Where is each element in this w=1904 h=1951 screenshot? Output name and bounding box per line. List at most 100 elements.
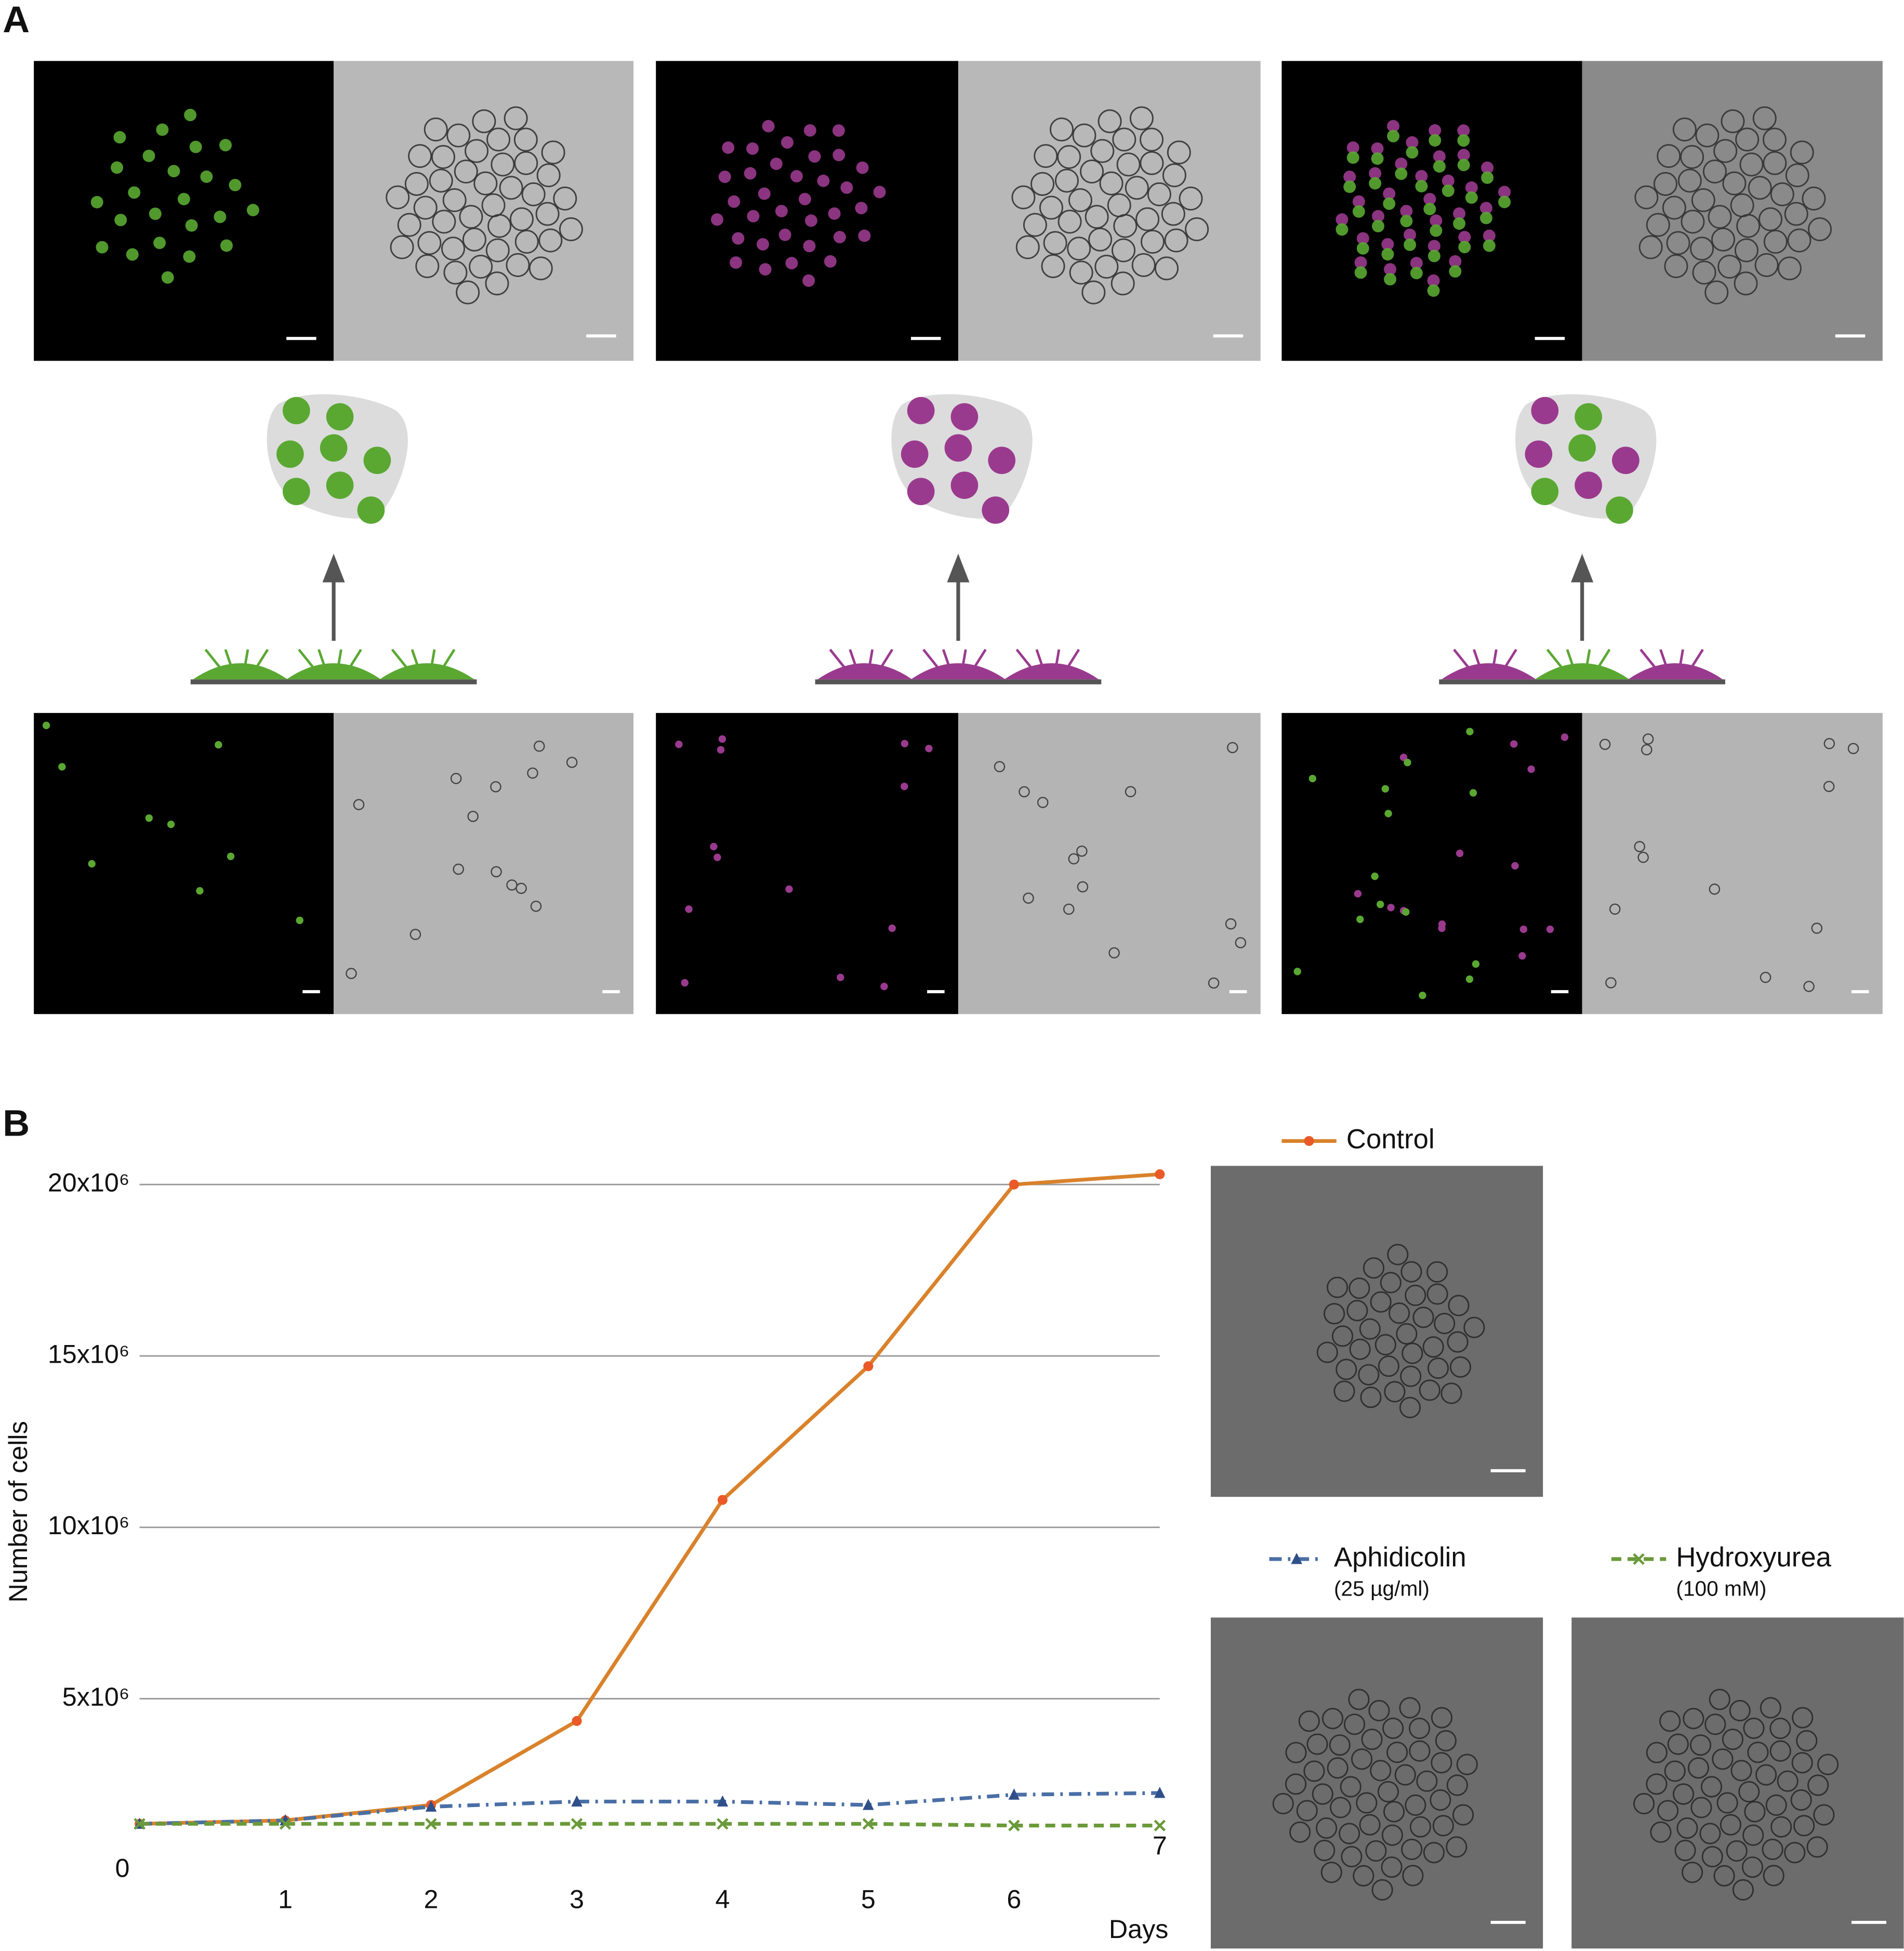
cell [1298,1710,1320,1732]
cell [183,250,196,263]
cell [485,238,510,262]
cell [1465,975,1474,983]
cell [1077,881,1089,893]
cell [1736,214,1761,238]
cell [1465,181,1478,194]
cell [711,213,723,226]
cell [1426,1283,1448,1305]
diagram-cell [1575,471,1602,499]
cell [1430,224,1443,237]
cell [1386,1742,1408,1763]
adherent-cell [1004,663,1099,680]
cell [1755,1764,1777,1786]
cell [1431,1707,1453,1729]
cell [442,188,467,213]
cell [1324,1303,1345,1325]
cell [1155,256,1179,281]
cell [1519,925,1528,933]
cell [1068,853,1080,865]
cell [1346,1300,1368,1322]
cell [528,256,553,281]
cell [1709,1689,1730,1710]
cell [1793,1815,1815,1837]
diagram-cell [357,496,385,524]
cell [1518,952,1526,960]
cell [1416,1770,1438,1792]
cell [456,280,480,305]
cell [1410,267,1423,280]
cell [808,150,821,163]
cell [1030,172,1055,196]
cell [1711,227,1735,252]
cell [184,109,197,122]
cell [114,214,127,227]
filopodium [1015,649,1032,668]
cell [1481,171,1494,184]
x-tick-label: 7 [1153,1831,1167,1861]
cell [424,117,448,142]
cell [42,721,50,729]
cell [1348,1277,1370,1299]
cell [541,140,565,165]
cell [1063,903,1075,915]
cell [1680,145,1704,169]
data-point [134,1818,146,1830]
cell [1752,106,1777,130]
cell [798,193,811,206]
data-point [571,1818,583,1830]
filopodium [1453,649,1469,668]
cell [1700,1776,1723,1798]
cell [1358,1364,1380,1386]
diagram-cell [907,397,935,425]
cell [1401,1838,1423,1861]
cell [443,260,468,285]
filopodium [224,649,233,668]
cell [1162,163,1186,188]
filopodium [1659,649,1668,668]
cell [1349,1338,1371,1360]
cell [1498,195,1511,208]
cell [1472,960,1480,968]
cell [1429,124,1442,137]
cell [1481,161,1494,174]
filopodium [829,649,845,668]
cell [1384,273,1397,286]
cell [1034,144,1058,168]
cell [1447,1331,1469,1353]
cell [566,757,578,768]
cell [803,124,816,137]
cell [1792,1707,1814,1729]
cell [1442,184,1455,197]
filopodium [391,649,407,668]
cell [675,741,683,748]
cell [1419,1379,1440,1401]
cell [1023,213,1047,237]
diagram-cell [982,496,1010,524]
cell [1369,177,1382,190]
cell [1847,743,1859,755]
cell [1667,1733,1689,1755]
fluorescence-image [656,61,958,361]
cell [1691,188,1715,213]
cell [1430,1789,1451,1811]
cell [1356,915,1364,924]
cell [408,144,432,168]
cell [1646,1742,1668,1763]
cell [925,745,933,753]
cell [1409,1740,1431,1762]
cell [1732,1879,1754,1901]
data-point [1009,1179,1019,1190]
cell [1743,1717,1765,1739]
cell [1399,1396,1421,1418]
cell [1072,123,1096,148]
cell [1090,139,1115,163]
cell [817,174,830,187]
cell [1787,228,1812,253]
cell [527,767,538,779]
y-tick-label: 10x10⁶ [48,1510,130,1540]
cell [1396,1323,1418,1345]
cell [1359,1318,1381,1340]
cell [1381,248,1394,261]
cell [1412,1307,1434,1328]
